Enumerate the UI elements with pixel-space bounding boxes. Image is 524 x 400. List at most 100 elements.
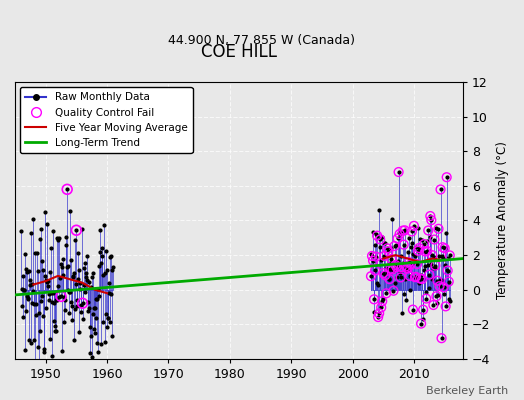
Point [33,249,41,256]
Point [45,291,53,298]
Point [398,228,407,234]
Point [35,310,43,316]
Point [377,257,385,263]
Point [47,245,56,252]
Point [429,302,438,308]
Point [422,295,430,302]
Point [97,260,106,267]
Point [397,253,406,260]
Point [391,262,400,268]
Point [91,330,99,336]
Point [371,267,379,274]
Point [400,291,408,298]
Point [443,267,451,273]
Point [93,340,102,346]
Point [49,228,58,234]
Point [71,306,79,313]
Point [405,259,413,265]
Point [399,242,408,248]
Point [78,300,86,306]
Point [441,303,450,310]
Point [20,347,29,354]
Point [436,186,445,193]
Point [387,256,396,262]
Point [84,299,92,306]
Point [30,300,39,307]
Point [74,250,83,256]
Point [440,291,449,297]
Point [19,286,28,293]
Point [51,328,59,334]
Point [102,311,110,317]
Point [381,272,389,278]
Point [377,304,385,311]
Point [420,263,429,269]
Point [441,262,450,268]
Point [17,303,26,309]
Point [41,209,49,215]
Point [386,266,395,272]
Point [58,256,67,262]
Point [55,234,63,241]
Point [27,229,36,236]
Point [78,309,86,315]
Point [64,289,73,296]
Point [412,274,420,280]
Point [395,230,403,236]
Point [17,228,25,234]
Point [421,248,429,255]
Point [379,240,388,246]
Point [373,280,381,286]
Point [106,291,115,298]
Point [87,333,95,339]
Point [391,262,400,268]
Point [435,252,443,259]
Point [413,224,422,231]
Point [39,346,48,352]
Point [101,270,109,276]
Point [64,287,72,293]
Point [93,296,101,303]
Point [26,277,35,284]
Point [410,259,419,265]
Point [385,276,394,282]
Point [423,248,431,254]
Point [439,244,447,250]
Point [403,265,412,272]
Point [438,335,446,341]
Point [381,272,389,278]
Y-axis label: Temperature Anomaly (°C): Temperature Anomaly (°C) [496,142,509,300]
Point [416,236,424,243]
Point [48,299,56,306]
Point [104,280,113,286]
Point [412,244,421,250]
Point [370,242,379,248]
Point [412,274,420,280]
Point [390,243,399,249]
Point [372,254,380,260]
Point [42,305,50,311]
Point [18,285,26,292]
Point [376,244,384,250]
Point [398,264,406,270]
Point [424,227,432,234]
Point [28,281,36,288]
Point [424,285,433,292]
Point [392,264,401,270]
Point [61,242,70,248]
Point [75,329,84,336]
Point [407,261,415,268]
Point [36,225,45,232]
Point [107,267,116,274]
Point [57,293,65,300]
Point [426,213,434,219]
Point [375,310,384,316]
Point [35,328,43,335]
Point [70,336,78,343]
Point [30,337,38,343]
Point [59,318,68,325]
Point [436,186,445,193]
Point [409,306,417,313]
Point [34,344,42,350]
Point [103,324,111,330]
